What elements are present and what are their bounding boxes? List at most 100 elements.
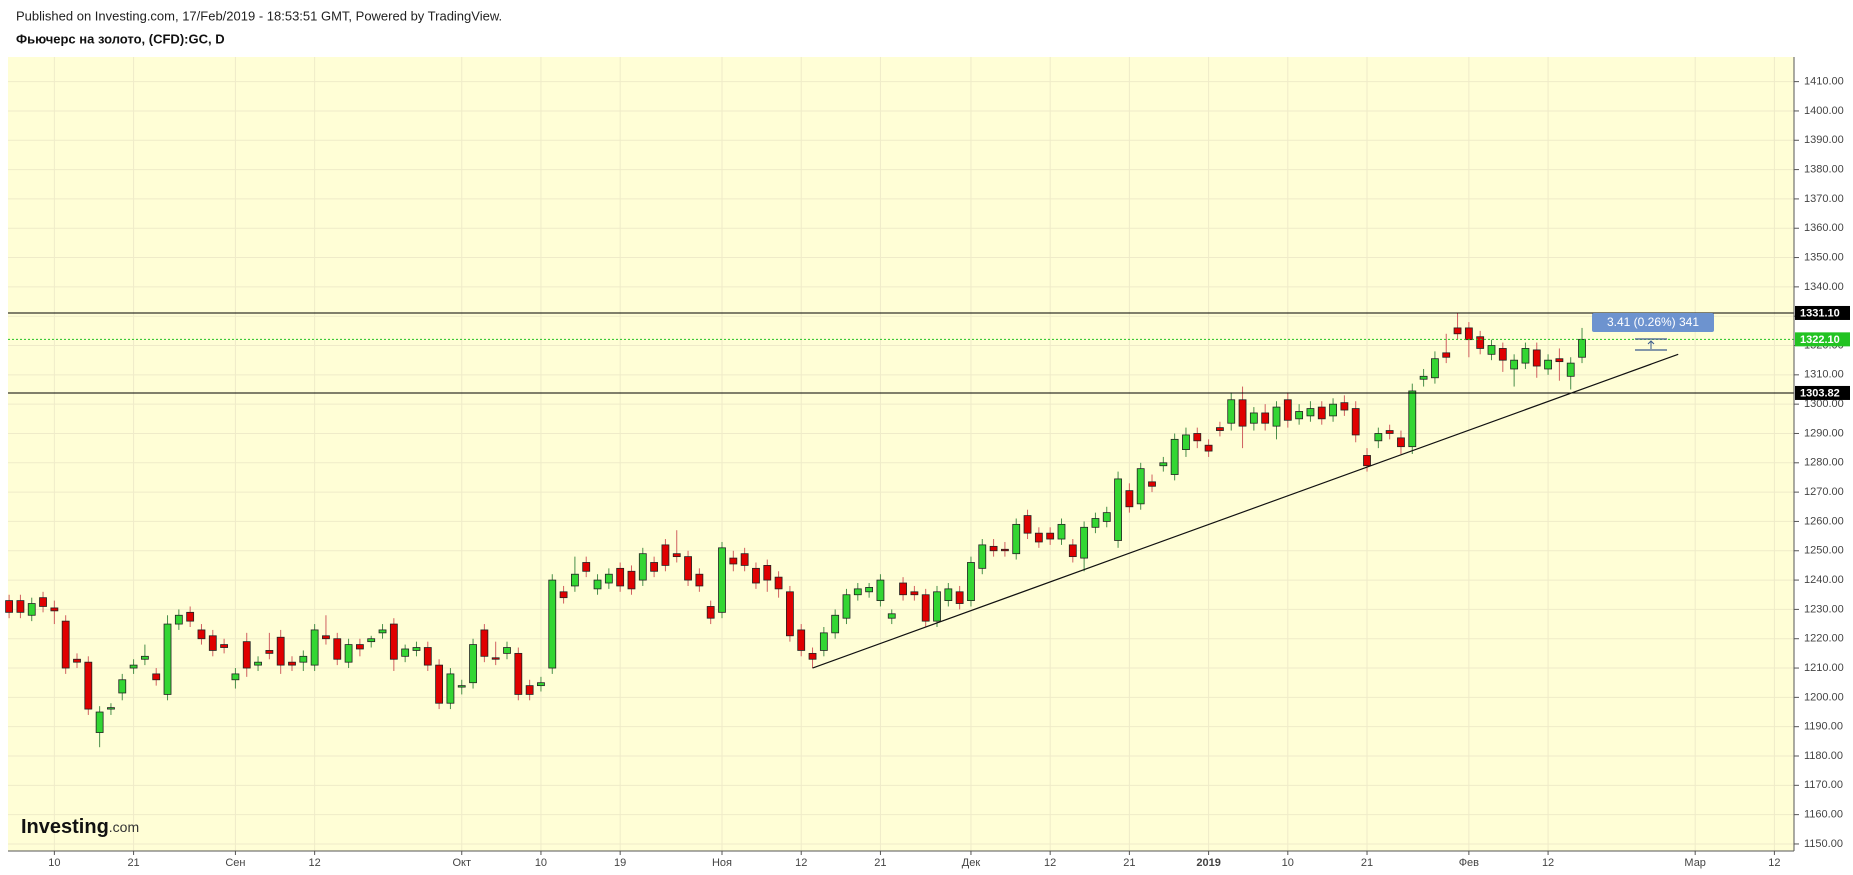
candle-body: [1532, 349, 1541, 367]
candle-body: [967, 562, 975, 602]
candle-body: [582, 562, 591, 572]
x-tick-label: Сен: [225, 857, 245, 869]
candle-body: [1544, 359, 1552, 370]
candle-body: [129, 664, 138, 669]
candle-body: [627, 570, 636, 590]
y-tick-label: 1350.00: [1804, 251, 1844, 263]
candle-body: [39, 597, 47, 607]
candle-body: [242, 641, 251, 669]
candle-body: [1068, 544, 1077, 558]
x-tick-label: 21: [1361, 857, 1373, 869]
candle-body: [27, 603, 36, 616]
candle-body: [435, 664, 444, 704]
candle-body: [978, 544, 987, 569]
candle-body: [446, 673, 455, 704]
candle-body: [955, 591, 964, 604]
candle-body: [73, 658, 81, 663]
candle-body: [1091, 518, 1100, 528]
candle-body: [933, 591, 941, 622]
candle-body: [1397, 437, 1405, 448]
x-tick-label: Мар: [1684, 857, 1706, 869]
candle-body: [706, 606, 715, 619]
x-tick-label: 12: [309, 857, 321, 869]
candle-body: [61, 620, 70, 669]
candle-body: [1046, 532, 1055, 540]
x-tick-label: 2019: [1196, 857, 1220, 869]
candle-body: [163, 623, 172, 695]
overlays: [8, 312, 1794, 669]
candle-body: [174, 614, 183, 625]
y-tick-label: 1270.00: [1804, 486, 1844, 498]
candle-body: [944, 588, 953, 602]
candle-body: [265, 650, 274, 654]
candle-body: [718, 547, 726, 613]
x-tick-label: 19: [614, 857, 626, 869]
candle-body: [412, 647, 421, 651]
candle-body: [1408, 390, 1417, 448]
x-tick-label: 10: [48, 857, 60, 869]
y-tick-label: 1410.00: [1804, 76, 1844, 88]
candle-body: [876, 579, 885, 602]
x-tick-label: 10: [1282, 857, 1294, 869]
candle-body: [503, 647, 511, 654]
candle-body: [469, 644, 477, 684]
x-tick-label: 12: [1044, 857, 1056, 869]
x-tick-label: Фев: [1459, 857, 1479, 869]
y-tick-label: 1340.00: [1804, 281, 1844, 293]
price-tag-label: 1331.10: [1800, 307, 1840, 319]
candle-body: [1510, 359, 1519, 370]
y-tick-label: 1290.00: [1804, 427, 1844, 439]
candle-body: [423, 647, 432, 666]
candle-body: [1272, 406, 1281, 427]
candle-body: [491, 657, 500, 660]
annotation-box: [1592, 313, 1714, 332]
candle-body: [1453, 327, 1462, 335]
candle-body: [355, 644, 364, 650]
candle-body: [401, 648, 410, 657]
candle-body: [729, 557, 738, 565]
candle-body: [1012, 523, 1021, 555]
y-tick-label: 1230.00: [1804, 603, 1844, 615]
price-tag: [1795, 305, 1850, 320]
candle-body: [1566, 362, 1575, 377]
candle-body: [525, 685, 534, 695]
x-tick-label: Дек: [962, 857, 981, 869]
trend-line: [812, 353, 1679, 669]
candles: [5, 313, 1586, 748]
candle-body: [16, 600, 25, 613]
candle-body: [1340, 402, 1349, 411]
candle-body: [1102, 512, 1111, 522]
candle-body: [288, 661, 296, 666]
candle-body: [1080, 526, 1089, 559]
y-tick-label: 1400.00: [1804, 105, 1844, 117]
chart-title: Фьючерс на золото, (CFD):GC, D: [16, 31, 225, 46]
candle-body: [1555, 358, 1564, 363]
candle-body: [1114, 478, 1122, 541]
candle-body: [480, 629, 489, 657]
x-tick-label: 10: [535, 857, 547, 869]
candle-body: [695, 573, 704, 587]
candle-body: [1464, 327, 1473, 341]
y-tick-label: 1220.00: [1804, 633, 1844, 645]
candle-body: [559, 591, 568, 599]
candle-body: [1125, 490, 1134, 508]
x-tick-label: 12: [1542, 857, 1554, 869]
candle-body: [1193, 433, 1202, 442]
candle-body: [1182, 434, 1190, 451]
candle-body: [1170, 438, 1179, 475]
candle-body: [752, 567, 760, 584]
candle-body: [1136, 468, 1145, 505]
candle-body: [1159, 462, 1168, 467]
candle-body: [389, 623, 398, 660]
candle-body: [231, 673, 240, 681]
x-tick-label: 21: [874, 857, 886, 869]
grid: [8, 57, 1794, 851]
candle-body: [537, 682, 545, 687]
candle-body: [1023, 515, 1032, 534]
candle-body: [95, 711, 104, 733]
y-tick-label: 1200.00: [1804, 691, 1844, 703]
y-tick-label: 1360.00: [1804, 222, 1844, 234]
plot-background: [8, 57, 1794, 851]
x-tick-label: 21: [127, 857, 139, 869]
